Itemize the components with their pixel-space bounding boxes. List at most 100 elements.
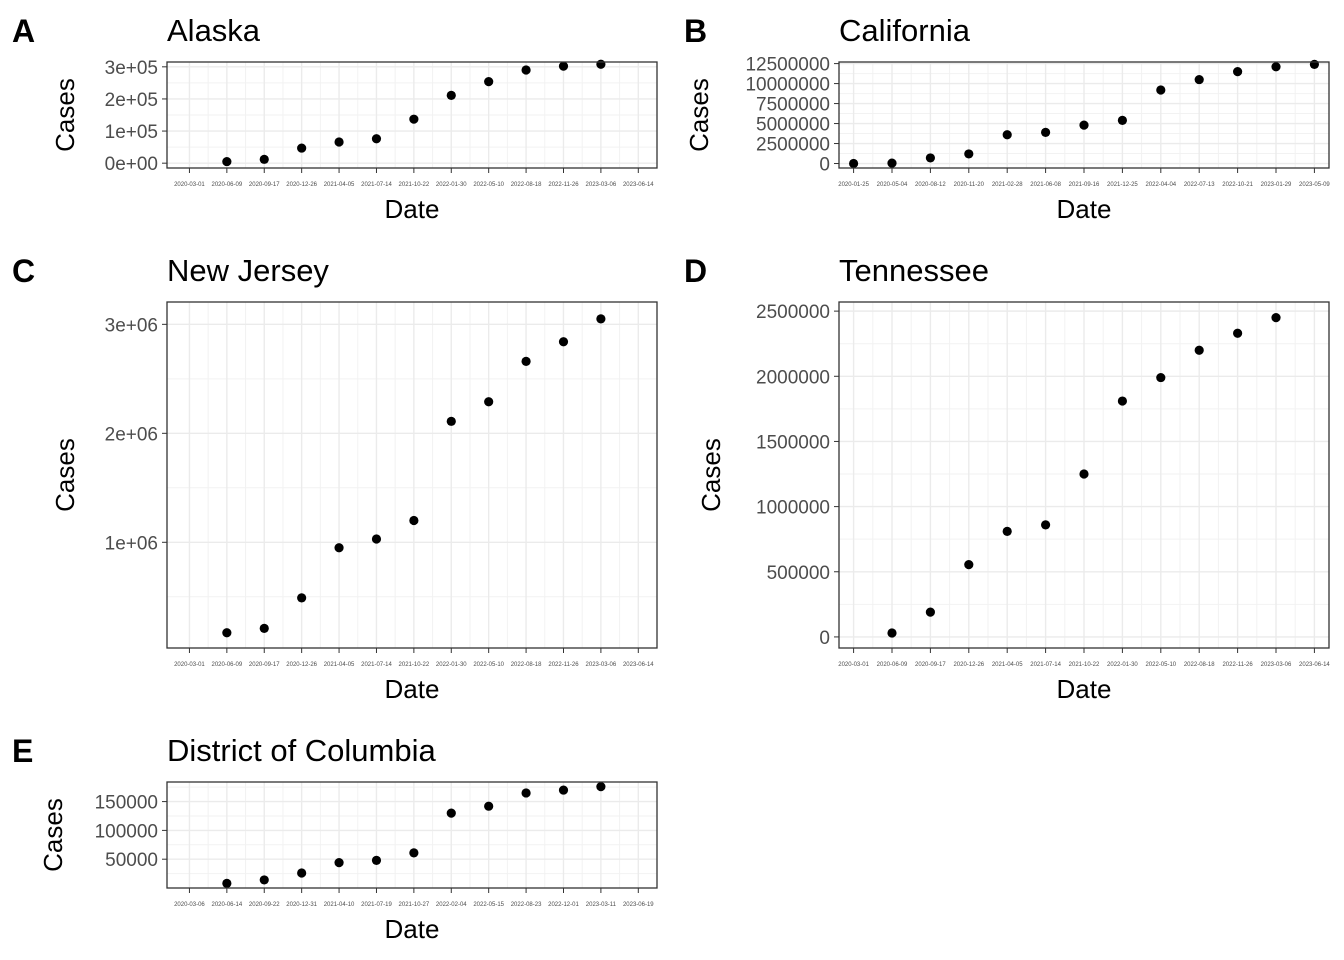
data-point [259, 154, 269, 164]
x-tick-label: 2020-12-26 [953, 662, 984, 668]
data-point [222, 878, 232, 888]
x-tick-label: 2020-06-09 [877, 662, 908, 668]
y-tick-label: 0 [819, 155, 830, 176]
data-point [1079, 120, 1089, 130]
x-tick-label: 2020-06-14 [211, 902, 242, 908]
data-point [1194, 345, 1204, 355]
x-tick-label: 2022-04-04 [1145, 182, 1176, 188]
data-point [521, 788, 531, 798]
x-tick-label: 2022-10-21 [1222, 182, 1253, 188]
data-point [446, 416, 456, 426]
data-point [334, 543, 344, 553]
data-point [446, 808, 456, 818]
y-tick-label: 0 [819, 628, 830, 649]
data-point [925, 607, 935, 617]
data-point [484, 801, 494, 811]
y-tick-label: 3e+06 [105, 315, 158, 336]
y-axis-title: Cases [38, 798, 68, 872]
data-point [1233, 328, 1243, 338]
x-tick-label: 2022-01-30 [1107, 662, 1138, 668]
data-point [1194, 74, 1204, 85]
x-tick-label: 2022-02-04 [436, 902, 467, 908]
panel-E: E District of Columbia 2020-03-06 2020-06-1… [12, 733, 658, 944]
y-tick-label: 2500000 [756, 135, 830, 156]
x-tick-label: 2022-05-10 [473, 182, 504, 188]
x-tick-label: 2020-01-25 [838, 182, 869, 188]
x-tick-label: 2022-05-10 [473, 662, 504, 668]
x-tick-label: 2021-10-27 [399, 902, 430, 908]
panel-title: New Jersey [167, 253, 329, 288]
data-point [558, 785, 569, 795]
x-tick-label: 2020-09-17 [249, 662, 280, 668]
data-point [1117, 115, 1128, 125]
data-point [1002, 130, 1012, 140]
x-tick-label: 2023-06-14 [623, 182, 654, 188]
data-point [1117, 396, 1128, 406]
data-point [484, 76, 494, 87]
x-tick-label: 2021-10-22 [1069, 662, 1100, 668]
x-tick-label: 2023-05-09 [1299, 182, 1330, 188]
x-tick-label: 2020-03-01 [174, 182, 205, 188]
data-point [409, 114, 419, 124]
x-tick-label: 2022-05-10 [1145, 662, 1176, 668]
data-point [259, 623, 269, 633]
x-tick-label: 2021-04-05 [992, 662, 1023, 668]
data-point [1156, 372, 1166, 383]
data-point [596, 782, 606, 792]
data-point [446, 90, 456, 101]
panel-B: B California 2020-01-25 2020-05-04 2020-08-1… [684, 13, 1330, 224]
data-point [521, 65, 531, 75]
x-axis-title: Date [385, 914, 440, 944]
data-point [1040, 520, 1051, 530]
x-axis-title: Date [1057, 674, 1112, 704]
panel-A: A Alaska 2020-03-01 2020-06-09 2020-09-17 202… [12, 13, 658, 224]
x-tick-label: 2022-11-26 [1222, 662, 1253, 668]
y-tick-label: 2e+05 [105, 90, 158, 111]
x-tick-label: 2020-03-01 [838, 662, 869, 668]
x-tick-label: 2021-04-10 [324, 902, 355, 908]
data-point [1309, 59, 1320, 69]
y-tick-label: 2500000 [756, 302, 830, 323]
y-tick-label: 3e+05 [105, 58, 158, 79]
x-tick-label: 2022-08-18 [511, 662, 542, 668]
panel-tag: E [12, 733, 33, 769]
x-tick-label: 2021-07-14 [1030, 662, 1061, 668]
x-tick-label: 2021-06-08 [1030, 182, 1061, 188]
y-tick-label: 1e+06 [105, 533, 158, 554]
y-tick-label: 0e+00 [105, 154, 158, 175]
panel-tag: A [12, 13, 35, 49]
data-point [1079, 469, 1089, 479]
y-tick-label: 10000000 [745, 75, 830, 96]
panel-title: Tennessee [839, 253, 989, 288]
x-tick-label: 2021-02-28 [992, 182, 1023, 188]
data-point [297, 868, 307, 878]
data-point [925, 153, 935, 163]
x-tick-label: 2023-03-11 [586, 902, 617, 908]
data-point [521, 356, 531, 366]
x-tick-label: 2020-06-09 [211, 182, 242, 188]
x-tick-label: 2022-05-15 [473, 902, 504, 908]
x-tick-label: 2020-03-06 [174, 902, 205, 908]
x-tick-label: 2020-12-26 [286, 662, 317, 668]
data-point [1156, 85, 1166, 95]
x-tick-label: 2021-12-25 [1107, 182, 1138, 188]
x-tick-label: 2022-12-01 [548, 902, 579, 908]
x-tick-label: 2020-12-31 [286, 902, 317, 908]
x-tick-label: 2022-01-30 [436, 182, 467, 188]
y-axis-title: Cases [684, 78, 714, 152]
x-tick-label: 2022-08-18 [1184, 662, 1215, 668]
y-axis-title: Cases [50, 78, 80, 152]
x-tick-label: 2022-11-26 [548, 662, 579, 668]
x-tick-label: 2020-12-26 [286, 182, 317, 188]
data-point [222, 156, 232, 167]
data-point [409, 515, 419, 526]
data-point [1040, 127, 1051, 137]
x-tick-label: 2020-08-12 [915, 182, 946, 188]
data-point [964, 559, 974, 570]
x-tick-label: 2020-09-17 [915, 662, 946, 668]
panel-title: Alaska [167, 13, 261, 48]
x-tick-label: 2023-01-29 [1261, 182, 1292, 188]
data-point [596, 59, 606, 69]
y-tick-label: 12500000 [745, 55, 830, 76]
data-point [1271, 313, 1281, 323]
